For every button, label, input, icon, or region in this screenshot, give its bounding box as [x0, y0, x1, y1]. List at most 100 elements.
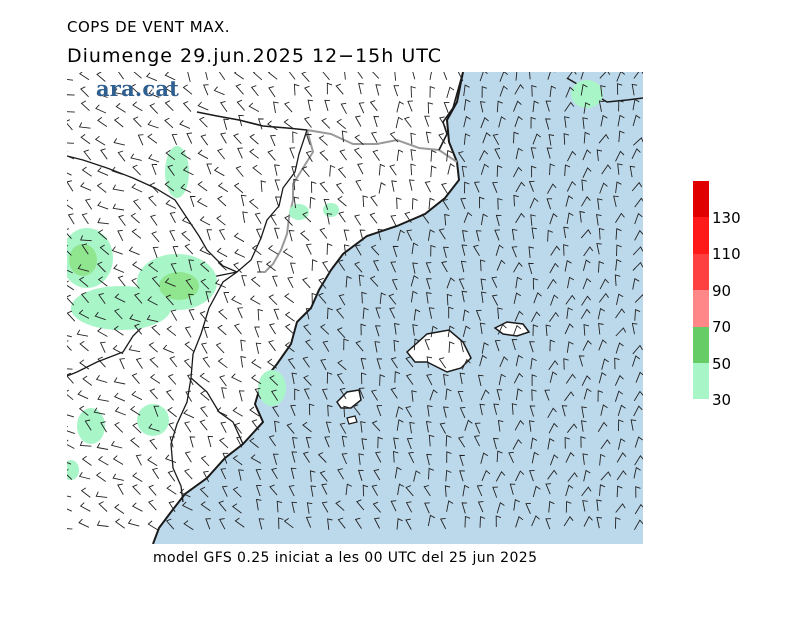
wind-barb — [361, 372, 367, 385]
wind-barb — [425, 131, 432, 144]
wind-barb — [164, 278, 176, 287]
wind-barb — [499, 72, 508, 82]
wind-barb — [548, 500, 555, 513]
wind-barb — [634, 294, 643, 303]
wind-barb — [494, 229, 500, 241]
wind-barb — [112, 184, 125, 192]
wind-barb — [530, 116, 536, 129]
wind-barb — [117, 229, 124, 242]
wind-barb — [325, 421, 332, 433]
wind-barb — [278, 517, 284, 530]
wind-barb — [632, 98, 640, 111]
wind-barb — [234, 517, 245, 528]
wind-barb — [267, 120, 278, 131]
wind-barb — [303, 116, 312, 128]
wind-barb — [257, 308, 264, 321]
wind-barb — [426, 373, 433, 386]
wind-barb — [197, 101, 209, 111]
wind-barb — [149, 373, 161, 384]
wind-barb — [396, 197, 402, 210]
wind-barb — [113, 325, 124, 336]
wind-barb — [238, 114, 244, 127]
wind-barb — [514, 310, 524, 322]
wind-barb — [337, 259, 346, 271]
wind-barb — [100, 421, 107, 433]
wind-barb — [480, 117, 489, 129]
wind-barb — [114, 422, 124, 433]
wind-barb — [327, 518, 333, 530]
wind-barb — [67, 228, 72, 239]
wind-barb — [197, 149, 209, 160]
wind-barb — [615, 308, 626, 319]
wind-barb — [616, 293, 624, 305]
wind-barb — [563, 133, 570, 145]
wind-barb — [114, 293, 126, 303]
wind-barb — [96, 72, 106, 82]
wind-barb — [301, 72, 310, 82]
wind-barb — [430, 165, 437, 178]
wind-barb — [530, 357, 537, 370]
wind-barb — [311, 292, 318, 305]
wind-barb — [633, 405, 643, 417]
wind-barb — [547, 278, 557, 290]
wind-barb — [370, 244, 380, 256]
wind-barb — [340, 102, 347, 115]
wind-barb — [78, 405, 89, 416]
wind-barb — [113, 392, 126, 402]
wind-barb — [169, 211, 176, 224]
wind-barb — [149, 182, 159, 194]
wind-barb — [337, 517, 346, 529]
wind-barb — [513, 100, 522, 112]
wind-barb — [203, 84, 209, 96]
wind-barb — [130, 212, 140, 224]
wind-barb — [130, 405, 141, 416]
wind-barb — [288, 485, 295, 497]
wind-barb — [273, 101, 279, 113]
wind-barb — [343, 229, 350, 241]
wind-barb — [529, 197, 539, 209]
wind-barb — [616, 244, 622, 257]
wind-barb — [631, 181, 643, 192]
coastline — [152, 72, 464, 544]
wind-barb — [615, 212, 625, 224]
wind-barb — [94, 135, 106, 146]
wind-barb — [282, 248, 294, 258]
wind-barb — [405, 356, 414, 368]
wind-barb — [425, 420, 432, 433]
wind-barb — [180, 183, 192, 193]
wind-barb — [151, 324, 161, 336]
wind-barb — [513, 131, 519, 144]
wind-barb — [269, 484, 278, 496]
wind-barb — [634, 519, 643, 531]
wind-barb — [97, 327, 108, 337]
wind-barb — [67, 172, 72, 176]
wind-barb — [480, 452, 489, 464]
wind-barb — [186, 373, 194, 386]
france-spain-border — [196, 72, 464, 151]
wind-barb — [632, 246, 643, 256]
wind-barb — [67, 368, 73, 370]
wind-barb — [390, 500, 397, 512]
wind-barb — [169, 356, 178, 368]
wind-barb — [326, 213, 333, 225]
wind-barb — [548, 134, 555, 146]
wind-barb — [147, 133, 158, 144]
wind-barb — [67, 269, 73, 274]
wind-barb — [327, 404, 333, 417]
wind-barb — [99, 244, 110, 255]
wind-barb — [80, 487, 91, 498]
wind-barb — [581, 179, 587, 191]
wind-barb — [356, 499, 365, 511]
wind-barb — [581, 295, 591, 306]
wind-barb — [448, 341, 455, 353]
wind-barb — [616, 485, 623, 498]
wind-barb — [354, 261, 363, 273]
wind-barb — [429, 389, 438, 401]
wind-barb — [393, 85, 399, 97]
wind-barb — [337, 196, 347, 207]
wind-barb — [199, 419, 208, 431]
wind-barb — [491, 294, 499, 306]
wind-barb — [341, 453, 348, 465]
wind-barb — [184, 326, 192, 338]
map-subtitle: Diumenge 29.jun.2025 12−15h UTC — [67, 45, 443, 67]
